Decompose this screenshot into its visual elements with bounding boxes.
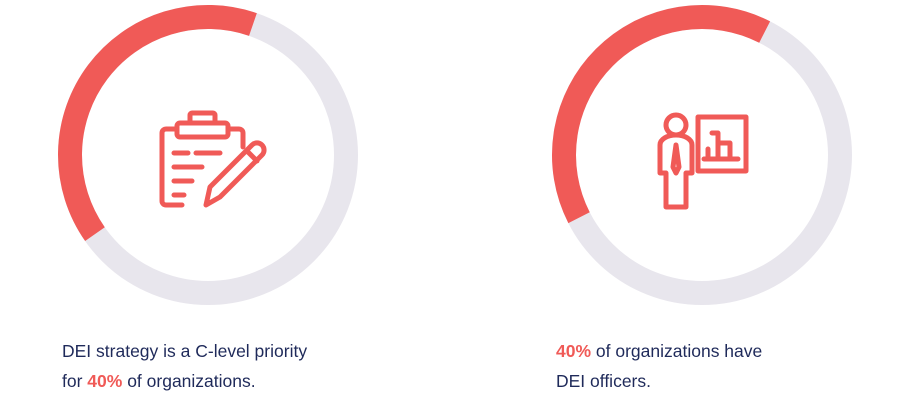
stat-percent: 40% [556, 341, 592, 361]
stat-card-officers: 40% of organizations have DEI officers. [549, 0, 869, 408]
stat-caption: 40% of organizations have DEI officers. [556, 336, 866, 396]
clipboard-edit-icon [159, 110, 267, 208]
stat-card-strategy: DEI strategy is a C-level priority for 4… [55, 0, 375, 408]
donut-arc-value [58, 5, 257, 242]
stat-caption: DEI strategy is a C-level priority for 4… [62, 336, 372, 396]
caption-text: of organizations have [591, 341, 763, 361]
presenter-whiteboard-icon [657, 112, 749, 210]
caption-text: of organizations. [122, 371, 256, 391]
donut-arc-value [552, 5, 771, 224]
caption-text: for [62, 371, 88, 391]
donut-chart [58, 5, 358, 305]
stat-percent: 40% [87, 371, 123, 391]
caption-text: DEI strategy is a C-level priority [62, 341, 308, 361]
caption-text: DEI officers. [556, 371, 651, 391]
donut-chart [552, 5, 852, 305]
